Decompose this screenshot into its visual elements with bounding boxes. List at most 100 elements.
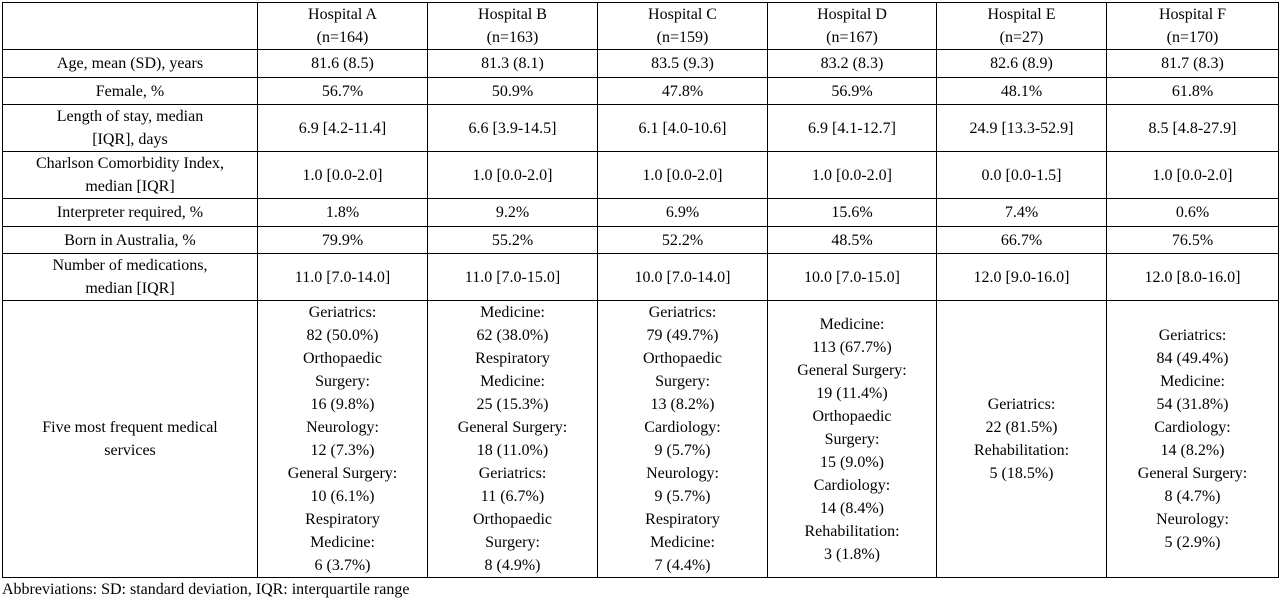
table-cell: 1.0 [0.0-2.0] — [427, 151, 598, 199]
table-cell: 1.0 [0.0-2.0] — [767, 151, 937, 199]
cell-line: Medicine: — [650, 534, 715, 551]
table-cell: 47.8% — [597, 77, 768, 105]
sample-size: (n=170) — [1166, 29, 1219, 46]
cell-line: General Surgery: — [1137, 465, 1248, 482]
cell-line: Rehabilitation: — [804, 522, 900, 540]
cell-line: 8 (4.7%) — [1164, 488, 1221, 505]
table-row: Age, mean (SD), years 81.6 (8.5) 81.3 (8.1… — [2, 49, 1279, 78]
cell-line: 5 (18.5%) — [989, 465, 1054, 482]
cell-line: Orthopaedic — [302, 350, 383, 367]
cell-line: Medicine: — [480, 304, 545, 321]
table-cell: 8.5 [4.8-27.9] — [1106, 104, 1279, 152]
cell-line: Interpreter required, % — [56, 204, 204, 221]
table-row: Length of stay, median [IQR], days 6.9 [4.… — [2, 104, 1279, 152]
table-cell: 6.6 [3.9-14.5] — [427, 104, 598, 152]
cell-line: Cardiology: — [1154, 419, 1231, 436]
hospital-name: Hospital A — [308, 6, 377, 23]
table-cell: 11.0 [7.0-14.0] — [257, 253, 428, 301]
cell-line: Medicine: — [310, 534, 375, 551]
cell-line: Rehabilitation: — [973, 442, 1070, 459]
table-cell: 81.6 (8.5) — [257, 49, 428, 78]
table-cell: 12.0 [8.0-16.0] — [1106, 253, 1279, 301]
hospital-name: Hospital F — [1158, 6, 1227, 23]
table-cell: 1.8% — [257, 198, 428, 227]
table-row: Charlson Comorbidity Index, median [IQR] 1… — [2, 151, 1279, 199]
table-cell: 15.6% — [767, 198, 937, 227]
cell-line: 18 (11.0%) — [476, 442, 549, 459]
services-cell: Geriatrics: 22 (81.5%) Rehabilitation: 5 (1… — [936, 300, 1107, 578]
table-cell: 76.5% — [1106, 226, 1279, 254]
cell-line: 82 (50.0%) — [306, 327, 379, 344]
row-label: Age, mean (SD), years — [2, 49, 258, 78]
cell-line: Surgery: — [315, 373, 370, 390]
cell-line: Age, mean (SD), years — [56, 55, 204, 72]
table-cell: 52.2% — [597, 226, 768, 254]
cell-line: Surgery: — [485, 534, 540, 551]
cell-line: 14 (8.4%) — [820, 499, 884, 517]
cell-line: Respiratory — [475, 350, 550, 367]
table-row: Female, % 56.7% 50.9% 47.8% 56.9% 48.1% 61.8% — [2, 77, 1279, 105]
hospital-name: Hospital B — [478, 6, 547, 23]
table-cell: 55.2% — [427, 226, 598, 254]
cell-line: General Surgery: — [797, 361, 907, 379]
cell-line: Surgery: — [824, 430, 880, 448]
cell-line: Neurology: — [306, 419, 379, 436]
table-cell: 6.9% — [597, 198, 768, 227]
table-cell: 1.0 [0.0-2.0] — [257, 151, 428, 199]
hospital-name: Hospital C — [648, 6, 717, 23]
table-cell: 0.6% — [1106, 198, 1279, 227]
cell-line: [IQR], days — [92, 131, 168, 148]
cell-line: 6 (3.7%) — [314, 557, 371, 574]
services-row: Five most frequent medical services Geriat… — [2, 300, 1279, 578]
row-label: Number of medications, median [IQR] — [2, 253, 258, 301]
cell-line: 13 (8.2%) — [650, 396, 715, 413]
cell-line: 9 (5.7%) — [654, 442, 711, 459]
hospital-characteristics-table: Hospital A (n=164) Hospital B (n=163) Hospit… — [2, 2, 1279, 578]
table-cell: 1.0 [0.0-2.0] — [597, 151, 768, 199]
table-cell: 24.9 [13.3-52.9] — [936, 104, 1107, 152]
cell-line: 15 (9.0%) — [820, 453, 884, 471]
cell-line: 25 (15.3%) — [476, 396, 549, 413]
column-header: Hospital F (n=170) — [1106, 2, 1279, 50]
corner-cell — [2, 2, 258, 50]
sample-size: (n=167) — [826, 29, 878, 46]
cell-line: median [IQR] — [85, 280, 175, 297]
cell-line: Number of medications, — [52, 257, 208, 274]
table-cell: 10.0 [7.0-15.0] — [767, 253, 937, 301]
cell-line: Female, % — [95, 82, 165, 100]
table-cell: 79.9% — [257, 226, 428, 254]
cell-line: 7 (4.4%) — [654, 557, 711, 574]
cell-line: 84 (49.4%) — [1156, 350, 1229, 367]
row-label: Five most frequent medical services — [2, 300, 258, 578]
table-cell: 12.0 [9.0-16.0] — [936, 253, 1107, 301]
cell-line: Charlson Comorbidity Index, — [36, 155, 224, 172]
table-cell: 61.8% — [1106, 77, 1279, 105]
services-cell: Geriatrics: 82 (50.0%) Orthopaedic Surgery:… — [257, 300, 428, 578]
cell-line: Five most frequent medical — [42, 419, 218, 436]
cell-line: Orthopaedic — [642, 350, 723, 367]
row-label: Interpreter required, % — [2, 198, 258, 227]
column-header: Hospital E (n=27) — [936, 2, 1107, 50]
table-cell: 50.9% — [427, 77, 598, 105]
cell-line: Geriatrics: — [1158, 327, 1227, 344]
services-cell: Geriatrics: 79 (49.7%) Orthopaedic Surgery:… — [597, 300, 768, 578]
table-cell: 0.0 [0.0-1.5] — [936, 151, 1107, 199]
sample-size: (n=27) — [999, 29, 1044, 46]
cell-line: Cardiology: — [813, 476, 891, 494]
cell-line: 5 (2.9%) — [1164, 534, 1221, 551]
cell-line: 10 (6.1%) — [310, 488, 375, 505]
hospital-name: Hospital D — [817, 6, 887, 23]
table-cell: 1.0 [0.0-2.0] — [1106, 151, 1279, 199]
table-cell: 7.4% — [936, 198, 1107, 227]
table-row: Interpreter required, % 1.8% 9.2% 6.9% 15.6%… — [2, 198, 1279, 227]
cell-line: 3 (1.8%) — [824, 545, 880, 563]
cell-line: Medicine: — [819, 315, 885, 333]
cell-line: median [IQR] — [85, 178, 175, 195]
cell-line: 22 (81.5%) — [985, 419, 1058, 436]
cell-line: General Surgery: — [457, 419, 568, 436]
services-cell: Geriatrics: 84 (49.4%) Medicine: 54 (31.8%)… — [1106, 300, 1279, 578]
cell-line: 62 (38.0%) — [476, 327, 549, 344]
row-label: Charlson Comorbidity Index, median [IQR] — [2, 151, 258, 199]
table-cell: 81.3 (8.1) — [427, 49, 598, 78]
